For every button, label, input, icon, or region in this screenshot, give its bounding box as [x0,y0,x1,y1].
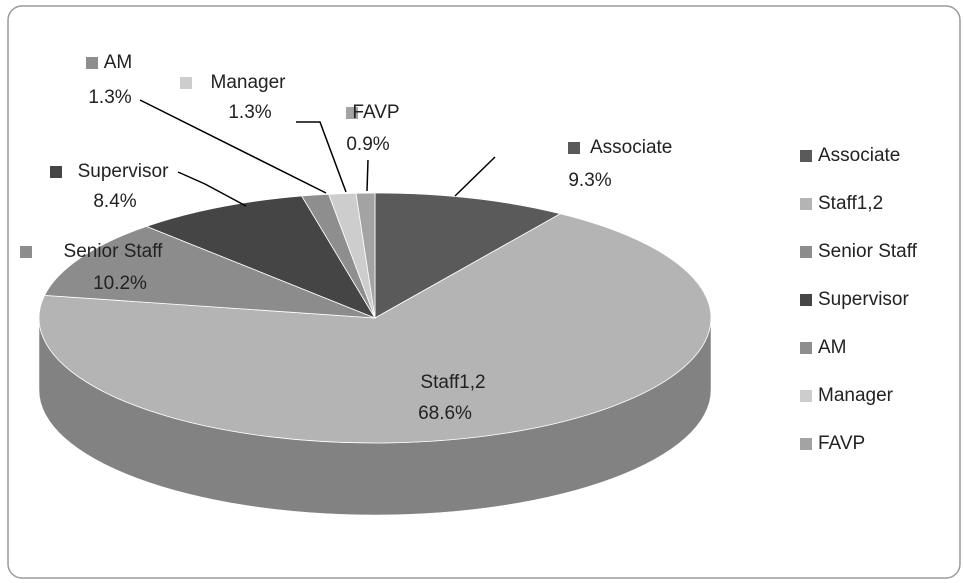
label-value: 1.3% [88,87,131,108]
legend-swatch [800,342,812,354]
label-marker [86,57,98,69]
legend-swatch [800,246,812,258]
legend-label: Associate [818,145,900,166]
leader-line [177,171,247,207]
label-marker [346,107,358,119]
label-name: Associate [590,137,672,158]
legend: Associate Staff1,2 Senior Staff Supervisor A… [800,145,918,454]
leader-line [454,156,496,197]
label-name: AM [104,52,133,73]
legend-label: Manager [818,385,894,406]
label-name: FAVP [352,102,399,123]
label-marker [50,166,62,178]
label-value: 9.3% [568,170,611,191]
legend-label: FAVP [818,433,865,454]
label-value: 68.6% [418,403,472,424]
pie-slice [355,192,376,319]
label-marker [389,377,401,389]
legend-swatch [800,390,812,402]
label-name: Supervisor [78,161,169,182]
label-value: 1.3% [228,102,271,123]
legend-swatch [800,198,812,210]
leader-line [296,121,347,193]
legend-swatch [800,294,812,306]
label-name: Staff1,2 [420,372,485,393]
label-marker [180,77,192,89]
leader-line [139,99,327,194]
label-value: 8.4% [93,191,136,212]
label-marker [20,246,32,258]
label-name: Manager [211,72,287,93]
legend-label: Staff1,2 [818,193,883,214]
legend-label: Supervisor [818,289,909,310]
label-value: 10.2% [93,273,147,294]
label-marker [568,142,580,154]
pie-slice [43,225,376,319]
legend-label: Senior Staff [818,241,918,262]
label-name: Senior Staff [64,241,164,262]
pie-tops [38,192,712,444]
pie-slice [374,192,562,319]
pie-slice [145,195,376,319]
legend-swatch [800,150,812,162]
label-value: 0.9% [346,134,389,155]
leader-line [366,159,369,192]
pie-slice [38,213,712,444]
legend-label: AM [818,337,847,358]
legend-swatch [800,438,812,450]
data-labels: Associate 9.3% Staff1,2 68.6% Senior Staff 10… [20,52,672,424]
